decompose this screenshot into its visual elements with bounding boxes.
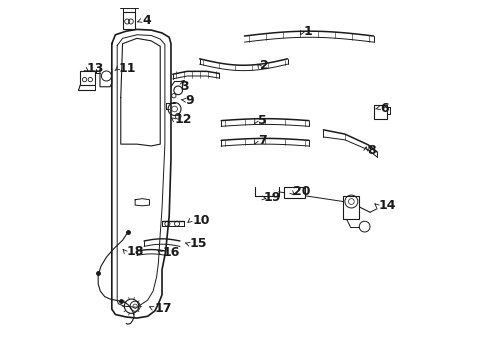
FancyBboxPatch shape [284, 187, 305, 198]
Text: 17: 17 [155, 302, 172, 315]
Text: 6: 6 [379, 102, 388, 115]
FancyBboxPatch shape [343, 196, 359, 220]
Text: 2: 2 [260, 59, 268, 72]
Text: 14: 14 [378, 199, 396, 212]
Text: 20: 20 [292, 185, 310, 198]
Text: 7: 7 [258, 134, 266, 147]
Text: 4: 4 [142, 14, 151, 27]
Text: 5: 5 [258, 114, 266, 127]
Text: 9: 9 [185, 94, 194, 107]
FancyBboxPatch shape [80, 71, 94, 85]
Text: 12: 12 [175, 113, 192, 126]
Text: 18: 18 [126, 245, 144, 258]
Text: 16: 16 [162, 246, 180, 259]
Text: 1: 1 [304, 25, 312, 38]
FancyBboxPatch shape [373, 105, 386, 119]
Text: 15: 15 [190, 237, 207, 250]
FancyBboxPatch shape [122, 12, 135, 30]
Text: 8: 8 [367, 144, 375, 157]
Text: 19: 19 [264, 192, 281, 204]
Text: 13: 13 [86, 62, 104, 75]
Text: 10: 10 [192, 214, 209, 227]
Text: 11: 11 [119, 62, 136, 75]
Text: 3: 3 [180, 80, 188, 93]
